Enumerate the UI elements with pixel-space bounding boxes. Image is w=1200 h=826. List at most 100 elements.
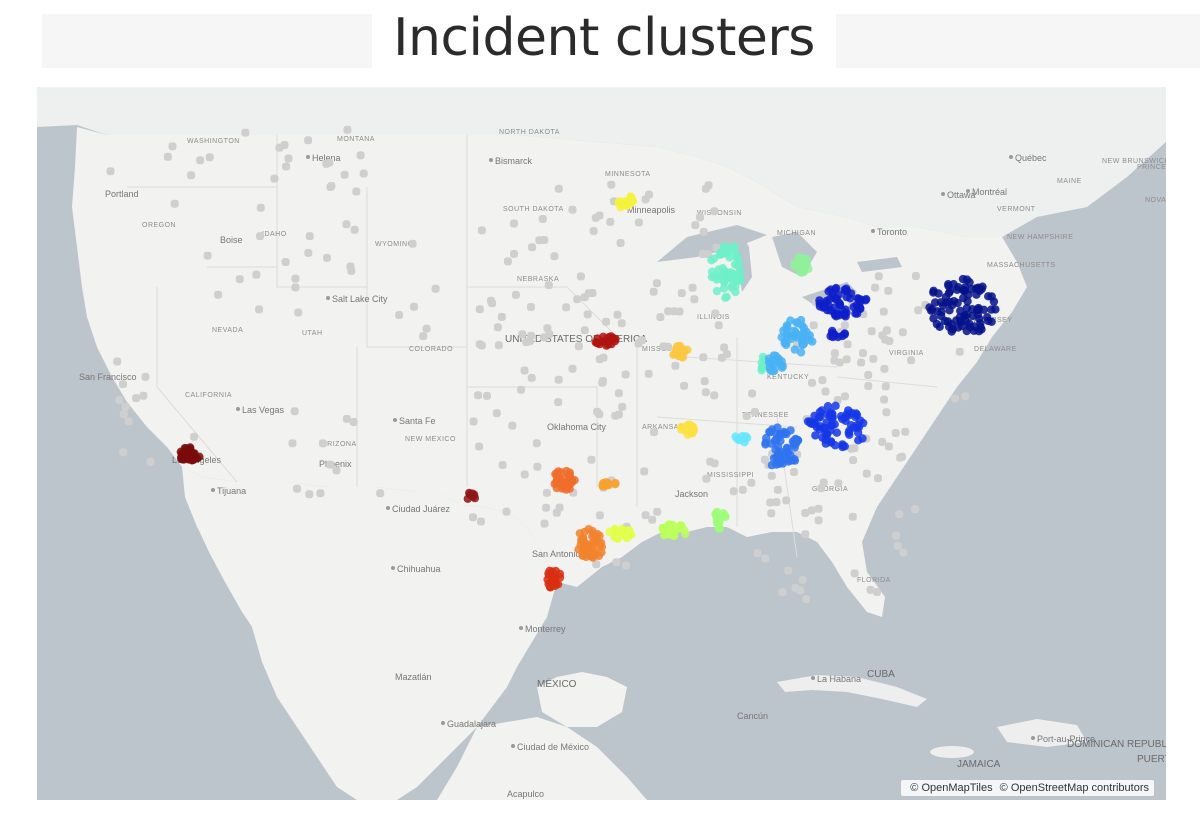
cluster-el-paso[interactable] [463, 488, 480, 503]
city-dot-ottawa [941, 192, 945, 196]
background-point [168, 142, 177, 151]
background-point [510, 249, 518, 258]
cluster-memphis[interactable] [677, 420, 698, 439]
cluster-point [721, 293, 730, 302]
attribution-openmaptiles[interactable]: © OpenMapTiles [910, 782, 993, 794]
background-point [121, 402, 130, 411]
background-point [659, 342, 668, 351]
background-point [583, 310, 592, 319]
cluster-atlanta[interactable] [761, 423, 803, 470]
background-point [528, 243, 537, 252]
cluster-point [934, 289, 943, 298]
state-borders [127, 135, 938, 558]
background-point [527, 303, 535, 311]
cluster-charlotte[interactable] [803, 401, 868, 452]
background-point [119, 448, 128, 457]
cluster-point [838, 442, 847, 452]
background-point [807, 506, 816, 515]
map-label-san-francisco: San Francisco [79, 372, 137, 382]
background-point [767, 471, 776, 480]
cluster-point [808, 337, 817, 346]
background-point [580, 326, 589, 335]
map-attribution: © OpenMapTiles © OpenStreetMap contribut… [901, 780, 1154, 796]
cluster-point [782, 321, 791, 330]
city-dot-las-vegas [236, 407, 240, 411]
background-point [670, 307, 679, 316]
background-point [170, 199, 179, 208]
cluster-austin[interactable] [543, 566, 565, 592]
cluster-point [733, 261, 743, 270]
background-point [593, 407, 602, 416]
background-point [281, 258, 290, 266]
cluster-dallas[interactable] [550, 466, 579, 494]
cluster-point [832, 428, 842, 437]
cluster-point [931, 298, 940, 307]
cluster-point [758, 363, 767, 372]
background-point [275, 143, 284, 152]
map-label-helena: Helena [312, 153, 341, 163]
background-point [477, 226, 486, 235]
map-label-mississippi: MISSISSIPPI [707, 472, 754, 479]
cluster-kansas-city[interactable] [591, 332, 620, 350]
background-point [710, 391, 719, 400]
cluster-beaumont[interactable] [605, 524, 636, 543]
cluster-northeast[interactable] [925, 274, 1000, 336]
cluster-saint-louis[interactable] [669, 341, 692, 362]
cluster-point [768, 367, 778, 376]
background-point [711, 309, 720, 318]
background-point [843, 340, 852, 349]
map-label-mazatlan: Mazatlán [395, 672, 432, 682]
background-point [710, 459, 719, 468]
map-label-washington: WASHINGTON [187, 138, 240, 145]
cluster-new-orleans[interactable] [658, 520, 690, 541]
background-point [602, 317, 611, 326]
background-point [885, 337, 894, 345]
background-point [568, 205, 577, 214]
background-point [517, 385, 526, 394]
cluster-cleveland[interactable] [815, 283, 871, 342]
attribution-openstreetmap[interactable]: © OpenStreetMap contributors [999, 782, 1149, 794]
cluster-point [711, 509, 720, 519]
cluster-grand-rapids[interactable] [790, 253, 813, 277]
map-canvas[interactable]: WASHINGTON MONTANA NORTH DAKOTA MINNESOTA SO… [37, 87, 1166, 800]
background-point [316, 489, 325, 498]
cluster-point [610, 526, 619, 535]
cluster-mobile[interactable] [711, 507, 730, 533]
background-point [542, 488, 551, 497]
cluster-minneapolis[interactable] [614, 192, 638, 212]
cluster-point [987, 317, 996, 326]
cluster-point [937, 307, 946, 317]
city-dot-la-habana [811, 676, 815, 680]
map-label-monterrey: Monterrey [525, 624, 566, 634]
background-point [840, 392, 849, 401]
background-point [483, 391, 491, 400]
map-label-chihuahua: Chihuahua [397, 564, 441, 574]
background-point [767, 509, 776, 518]
map-label-south-dakota: SOUTH DAKOTA [503, 206, 564, 213]
cluster-point [680, 526, 689, 535]
map-label-utah: UTAH [302, 330, 323, 337]
background-point [879, 307, 888, 316]
map[interactable]: WASHINGTON MONTANA NORTH DAKOTA MINNESOTA SO… [37, 87, 1166, 800]
cluster-los-angeles[interactable] [176, 443, 204, 465]
background-point [544, 281, 553, 290]
cluster-point [851, 309, 860, 318]
cluster-indianapolis[interactable] [764, 315, 817, 376]
cluster-point [837, 305, 847, 315]
cluster-shreveport[interactable] [598, 478, 620, 491]
cluster-point [782, 429, 791, 439]
background-point [850, 444, 859, 453]
cluster-nashville[interactable] [731, 432, 752, 447]
cluster-point [828, 332, 838, 342]
central-america-land [437, 717, 647, 800]
map-label-massachusetts: MASSACHUSETTS [987, 262, 1056, 269]
background-point [750, 407, 759, 416]
cluster-houston[interactable] [574, 525, 607, 562]
background-point [699, 227, 708, 236]
background-point [701, 388, 710, 397]
cluster-point [768, 356, 777, 366]
cluster-point [598, 481, 607, 490]
cluster-point [945, 306, 954, 315]
map-label-mexico: MÉXICO [537, 677, 577, 690]
background-point [680, 381, 689, 390]
